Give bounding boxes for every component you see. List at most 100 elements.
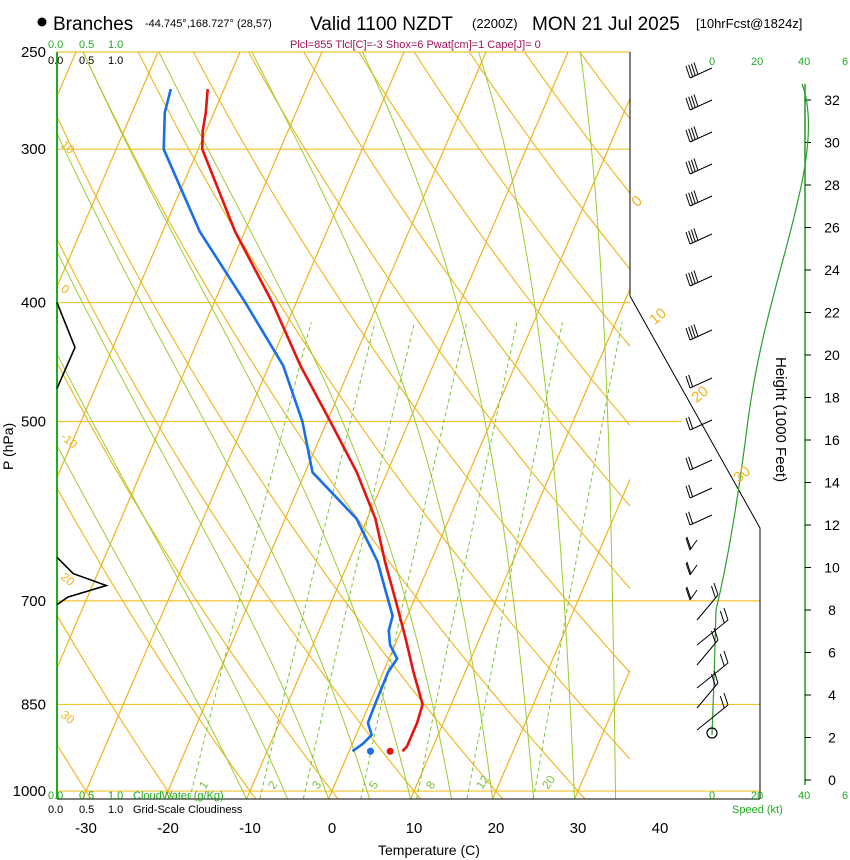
height-tick-4: 4 — [828, 687, 836, 703]
edge-adiabat-label-2: -10 — [58, 430, 81, 452]
wind-barb-flag — [688, 128, 694, 141]
cloud-top-green-0: 0.0 — [48, 39, 63, 51]
wind-barb-flag — [688, 230, 694, 243]
cloudwater-tick-0: 0.0 — [48, 790, 63, 802]
wind-barb-flag — [685, 485, 691, 499]
wind-barb-flag — [688, 326, 694, 339]
wind-barb-flag — [693, 94, 699, 107]
wind-barb-flag — [688, 456, 694, 469]
height-tick-18: 18 — [824, 390, 840, 406]
utc-time: (2200Z) — [472, 16, 518, 31]
wind-barb-shaft — [696, 704, 729, 731]
temperature-tick--20: -20 — [157, 820, 179, 837]
wind-barb-flag — [685, 97, 691, 111]
dry-adiabat-line — [192, 52, 630, 674]
mixing-ratio-line — [302, 322, 416, 799]
wind-barb-flag — [690, 271, 696, 284]
mixing-ratio-line — [259, 322, 376, 799]
wind-barb-flag — [685, 375, 691, 389]
dry-adiabat-line — [137, 52, 630, 760]
mixing-ratio-label-2: 2 — [265, 778, 280, 792]
height-tick-8: 8 — [828, 602, 836, 618]
wind-barb-flag — [713, 670, 719, 684]
cloudwater-tick-1: 1.0 — [108, 790, 123, 802]
mixing-ratio-label-3: 3 — [309, 778, 324, 792]
location-title: Branches — [53, 14, 133, 35]
wind-barb-shaft — [696, 682, 719, 709]
isotherm-line — [657, 52, 850, 799]
height-tick-24: 24 — [824, 262, 840, 278]
wind-barb-flag — [688, 160, 694, 173]
wind-barb-shaft — [696, 639, 719, 666]
wind-barb-flag — [685, 562, 691, 576]
mixing-ratio-line — [532, 322, 623, 799]
mixing-ratio-label-20: 20 — [539, 772, 558, 791]
cloud-top-black-05: 0.5 — [79, 55, 94, 67]
wind-barb-flag — [713, 627, 719, 641]
surface-temperature-dot — [386, 747, 394, 755]
cloudiness-upper — [56, 302, 76, 389]
cloudiness-label: Grid-Scale Cloudiness — [133, 804, 243, 816]
temperature-tick--10: -10 — [239, 820, 261, 837]
wind-barb-flag — [719, 610, 725, 624]
calm-wind-circle-icon — [706, 727, 718, 739]
dry-adiabat-label-30: 30 — [730, 463, 754, 487]
edge-adiabat-label-1: 0 — [58, 282, 72, 297]
wind-barb-flag — [723, 650, 729, 664]
dry-adiabat-line — [248, 52, 630, 590]
isotherm-line — [492, 478, 630, 799]
wind-barbs — [685, 62, 729, 739]
edge-adiabat-label-4: 30 — [58, 708, 77, 728]
isotherm-line — [164, 52, 487, 799]
wind-barb-flag — [690, 95, 696, 108]
wind-barb-flag — [685, 273, 691, 287]
temperature-tick-20: 20 — [488, 820, 505, 837]
dry-adiabat-line — [57, 115, 504, 799]
speed-top-6: 6 — [842, 56, 848, 68]
temperature-tick--30: -30 — [75, 820, 97, 837]
wind-barb-flag — [690, 127, 696, 140]
wind-speed-axis-labels: 0 20 40 6 0 20 40 6 Speed (kt) — [709, 56, 848, 816]
wind-barb-flag — [686, 561, 692, 574]
wind-barb-flag — [685, 512, 691, 526]
temperature-profile-line — [201, 88, 424, 753]
dry-adiabat-line — [82, 52, 586, 799]
wind-barb-flag — [693, 190, 699, 203]
speed-top-40: 40 — [798, 56, 810, 68]
isotherm-line — [57, 52, 159, 289]
height-tick-26: 26 — [824, 220, 840, 236]
wind-barb-flag — [693, 62, 699, 75]
height-tick-22: 22 — [824, 305, 840, 321]
isotherm-line — [410, 287, 630, 799]
dry-adiabat-line — [57, 487, 257, 799]
dry-adiabat-line — [413, 52, 630, 348]
wind-barb-flag — [686, 586, 692, 599]
surface-dewpoint-dot — [366, 747, 374, 755]
height-tick-30: 30 — [824, 135, 840, 151]
wind-barb-flag — [690, 63, 696, 76]
wind-barb-flag — [685, 457, 691, 471]
wind-barb-flag — [690, 229, 696, 242]
wind-barb-flag — [688, 272, 694, 285]
y-axis-title: P (hPa) — [0, 423, 16, 470]
pressure-tick-700: 700 — [21, 593, 46, 610]
moist-adiabat-line — [362, 52, 535, 799]
wind-barb-shaft — [689, 99, 713, 111]
wind-height-panel — [57, 52, 761, 800]
moist-adiabat-line — [579, 52, 617, 799]
valid-time: Valid 1100 NZDT — [310, 14, 453, 35]
temperature-tick-40: 40 — [652, 820, 669, 837]
temperature-tick-10: 10 — [406, 820, 423, 837]
wind-barb-shaft — [689, 195, 713, 207]
dry-adiabat-line — [524, 52, 630, 195]
pressure-tick-400: 400 — [21, 295, 46, 312]
wind-barb-flag — [688, 511, 694, 524]
mixing-ratio-line — [466, 322, 563, 799]
cloudiness-tick-05: 0.5 — [79, 804, 94, 816]
title-row: Branches -44.745°,168.727° (28,57) Valid… — [37, 14, 802, 51]
moist-adiabat-line — [57, 132, 371, 799]
height-profile-curve — [711, 83, 809, 736]
cloud-axis-bottom-labels: 0.0 0.5 1.0 CloudWater (g/Kg) 0.0 0.5 1.… — [48, 790, 243, 816]
pressure-tick-500: 500 — [21, 414, 46, 431]
